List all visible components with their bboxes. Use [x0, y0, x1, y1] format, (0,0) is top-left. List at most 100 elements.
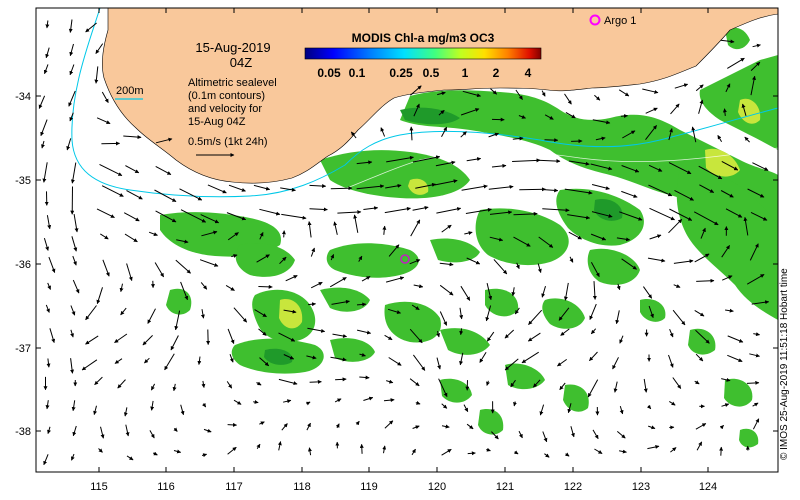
velocity-arrow [668, 128, 673, 141]
velocity-arrow [253, 184, 271, 191]
velocity-arrow [410, 85, 422, 96]
x-tick-label: 117 [225, 481, 243, 493]
velocity-arrow [518, 430, 523, 439]
velocity-arrow [41, 140, 45, 149]
velocity-arrow [669, 208, 693, 221]
chlorophyll-patches [134, 12, 778, 448]
velocity-arrow [727, 354, 743, 362]
velocity-arrow [70, 329, 74, 338]
y-tick-label: -37 [15, 343, 31, 355]
velocity-arrow [670, 447, 677, 453]
velocity-arrow [467, 451, 476, 456]
velocity-arrow [383, 398, 395, 403]
velocity-arrow [126, 455, 134, 461]
colorbar-tick-label: 2 [493, 66, 500, 80]
velocity-arrow [356, 302, 367, 307]
velocity-arrow [144, 357, 150, 364]
velocity-arrow [285, 275, 298, 282]
colorbar-tick-label: 0.5 [423, 66, 440, 80]
velocity-arrow [616, 283, 621, 291]
velocity-arrow [515, 262, 520, 270]
y-tick-label: -38 [15, 426, 31, 438]
velocity-arrow [155, 165, 172, 176]
velocity-arrow [538, 236, 554, 248]
velocity-arrow [613, 381, 618, 393]
velocity-arrow [460, 285, 471, 301]
velocity-arrow [43, 237, 49, 251]
velocity-arrow [668, 162, 692, 175]
velocity-arrow [462, 90, 481, 98]
velocity-arrow [642, 88, 659, 94]
velocity-arrow [752, 402, 759, 407]
velocity-arrow [485, 305, 492, 322]
velocity-arrow [72, 255, 77, 266]
argo-float[interactable]: Argo 1 [589, 14, 637, 27]
velocity-arrow [200, 309, 205, 319]
velocity-arrow [648, 425, 656, 430]
velocity-arrow [621, 165, 640, 173]
velocity-arrow [254, 309, 267, 318]
velocity-arrow [439, 284, 454, 296]
velocity-arrow [46, 215, 52, 230]
velocity-arrow [259, 357, 270, 367]
velocity-arrow [515, 89, 523, 100]
velocity-arrow [513, 236, 531, 247]
velocity-arrow [356, 184, 385, 190]
argo-label: Argo 1 [604, 15, 636, 27]
velocity-arrow [233, 307, 248, 323]
velocity-arrow [72, 279, 80, 294]
velocity-arrow [544, 114, 554, 120]
velocity-arrow [155, 137, 173, 144]
velocity-arrow [750, 211, 768, 221]
velocity-arrow [98, 448, 103, 453]
velocity-arrow [591, 211, 613, 218]
velocity-arrow [154, 189, 177, 203]
velocity-arrow [490, 88, 498, 95]
velocity-arrow [225, 284, 235, 291]
velocity-arrow [542, 431, 548, 443]
velocity-arrow [752, 43, 761, 48]
velocity-arrow [227, 232, 239, 241]
velocity-arrow [544, 138, 559, 143]
velocity-arrow [564, 188, 593, 195]
velocity-arrow [590, 233, 607, 241]
velocity-arrow [649, 207, 675, 221]
velocity-arrow [518, 114, 526, 119]
velocity-arrow [720, 190, 734, 198]
velocity-arrow [359, 352, 366, 357]
velocity-arrow [117, 379, 126, 389]
velocity-arrow [615, 310, 620, 325]
velocity-arrow [747, 188, 765, 198]
velocity-arrow [353, 214, 359, 233]
velocity-arrow [592, 429, 599, 440]
velocity-arrow [233, 399, 242, 405]
colorbar-tick-label: 4 [525, 66, 532, 80]
velocity-arrow [310, 281, 323, 289]
velocity-arrow [231, 254, 238, 258]
velocity-arrow [330, 186, 353, 191]
velocity-arrow [543, 188, 559, 193]
velocity-arrow [70, 162, 77, 184]
colorbar-tick-label: 0.05 [317, 66, 341, 80]
velocity-arrow [380, 127, 386, 137]
velocity-arrow [465, 207, 492, 214]
velocity-arrow [590, 261, 600, 278]
velocity-arrow [356, 329, 372, 335]
velocity-arrow [532, 379, 541, 388]
velocity-arrow [282, 399, 292, 404]
velocity-arrow [93, 405, 98, 415]
velocity-arrow [592, 119, 611, 125]
velocity-arrow [150, 400, 155, 411]
velocity-arrow [281, 423, 288, 431]
velocity-arrow [309, 379, 322, 384]
velocity-arrow [152, 451, 158, 456]
velocity-arrow [149, 430, 155, 439]
velocity-arrow [305, 401, 311, 406]
velocity-arrow [542, 208, 570, 213]
velocity-arrow [568, 160, 590, 166]
velocity-arrow [363, 396, 374, 401]
velocity-arrow [410, 219, 421, 237]
velocity-arrow [307, 447, 312, 456]
velocity-arrow [310, 247, 316, 257]
velocity-arrow [717, 135, 723, 143]
